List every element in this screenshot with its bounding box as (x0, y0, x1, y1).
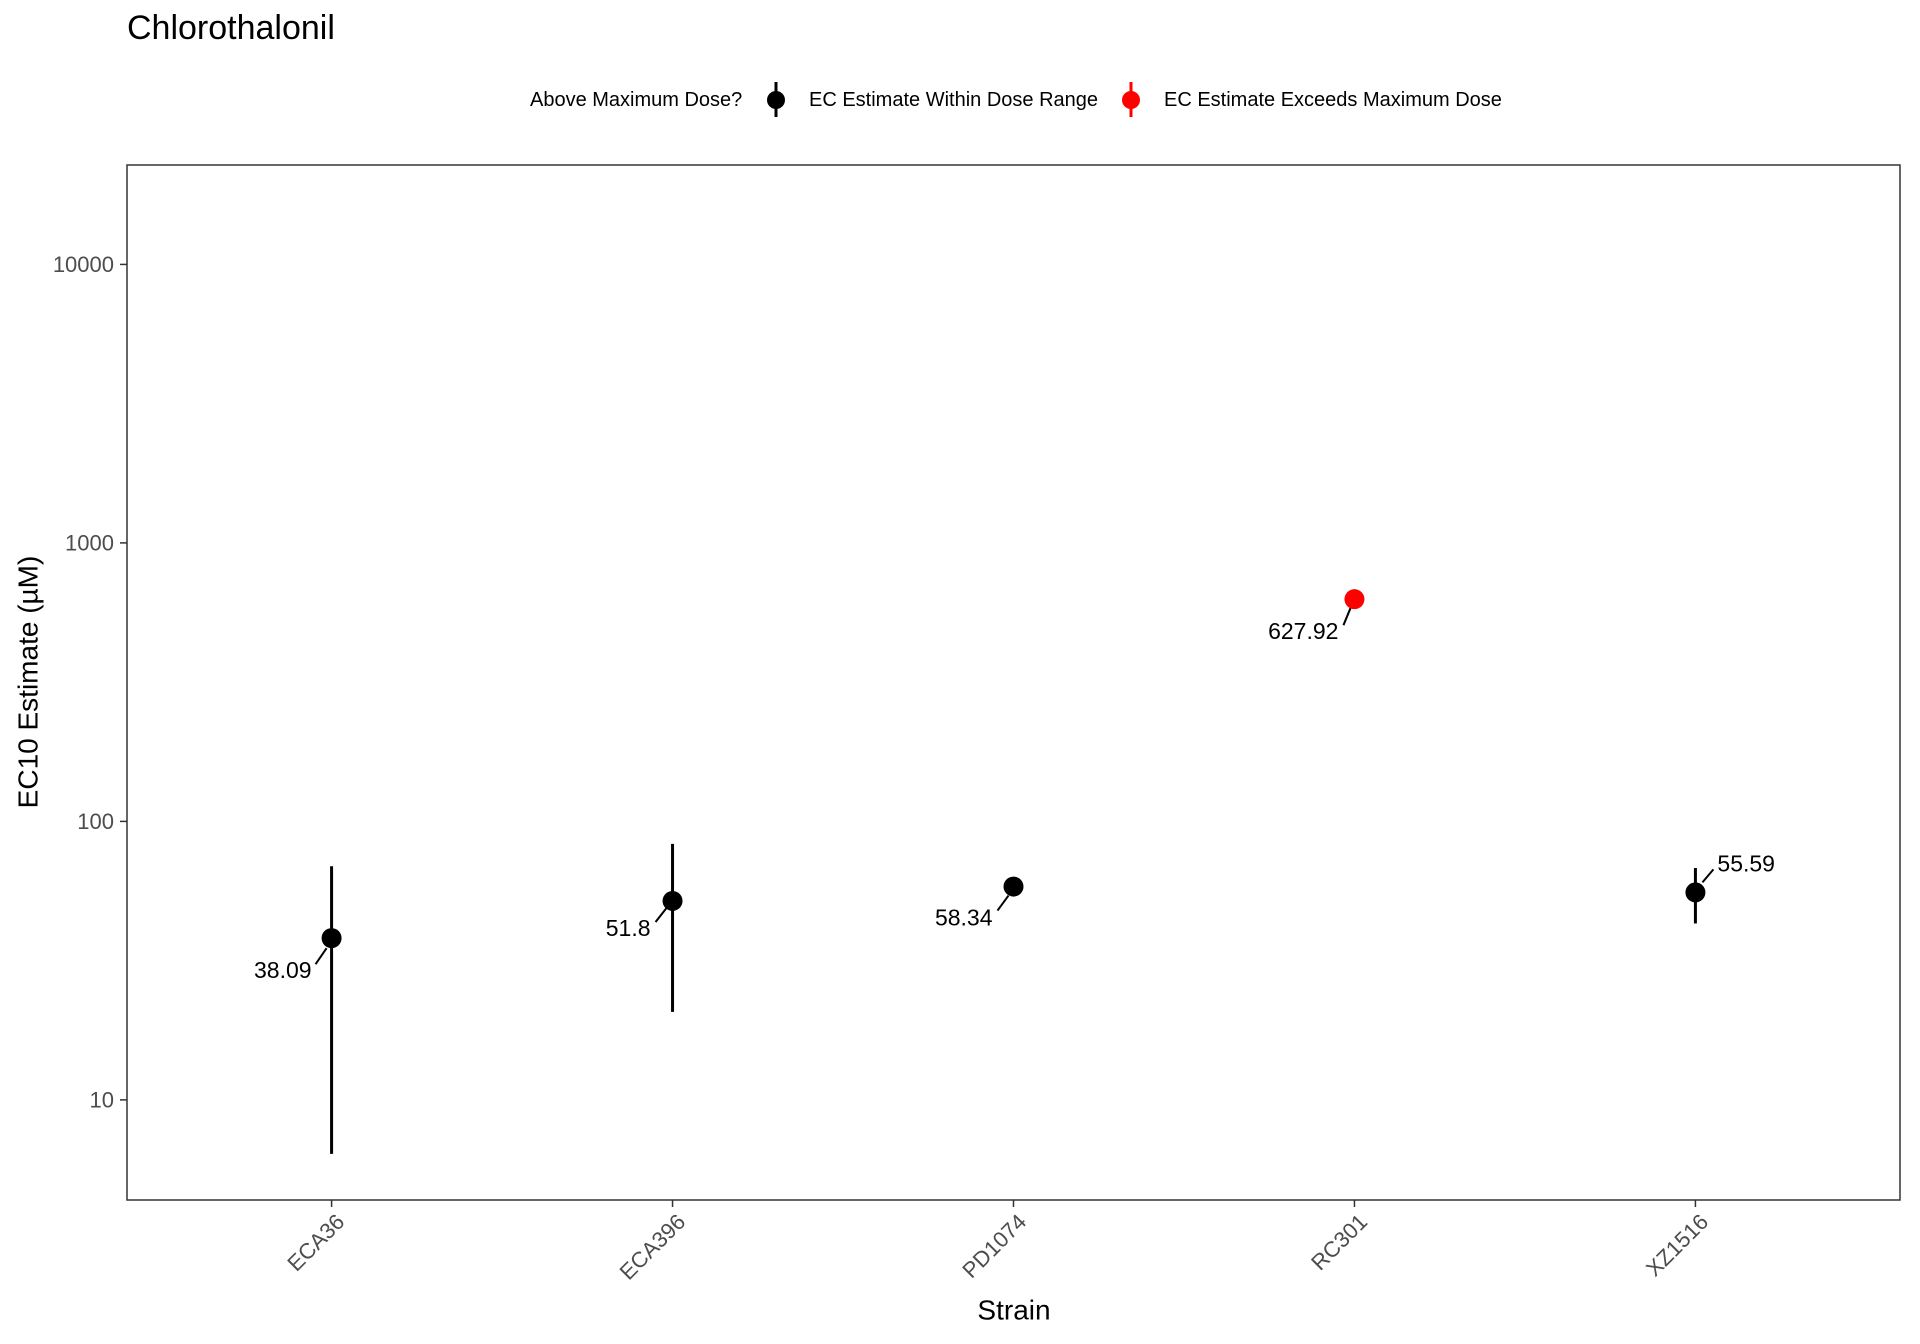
data-label: 38.09 (254, 957, 312, 983)
y-tick-label: 10 (90, 1087, 114, 1112)
data-point (662, 890, 683, 911)
legend-entry-label: EC Estimate Within Dose Range (809, 89, 1098, 111)
y-tick-label: 1000 (65, 530, 114, 555)
x-tick-label: ECA36 (282, 1209, 349, 1276)
data-label: 51.8 (606, 915, 651, 941)
x-tick-label: RC301 (1306, 1209, 1372, 1275)
legend-entry-exceeds-max: EC Estimate Exceeds Maximum Dose (1122, 82, 1502, 117)
data-label: 627.92 (1268, 618, 1338, 644)
data-point (1685, 882, 1706, 903)
marks-layer: 38.09 51.8 58.34 627.92 55.59 (254, 589, 1775, 1154)
legend-key-point (767, 91, 785, 109)
label-leader-line (1342, 607, 1352, 626)
data-label: 55.59 (1717, 850, 1775, 876)
label-leader-line (996, 894, 1010, 912)
x-tick-label: ECA396 (615, 1209, 691, 1285)
x-tick-label: XZ1516 (1641, 1209, 1713, 1281)
y-tick-label: 100 (77, 809, 114, 834)
data-label: 58.34 (935, 905, 993, 931)
data-point (1344, 589, 1365, 610)
x-tick-label: PD1074 (957, 1209, 1031, 1283)
label-leader-line (654, 907, 668, 923)
chart-title: Chlorothalonil (127, 9, 335, 47)
plot-panel-background (127, 165, 1900, 1200)
legend-entry-label: EC Estimate Exceeds Maximum Dose (1164, 89, 1502, 111)
legend-title: Above Maximum Dose? (530, 89, 742, 111)
plot-panel-border (126, 164, 1901, 1201)
label-leader-line (314, 947, 328, 965)
y-axis-title: EC10 Estimate (µM) (13, 556, 44, 809)
legend: Above Maximum Dose? EC Estimate Within D… (530, 82, 1502, 117)
legend-entry-within-range: EC Estimate Within Dose Range (767, 82, 1098, 117)
label-leader-line (1701, 868, 1715, 884)
x-axis-title: Strain (977, 1295, 1050, 1326)
y-tick-label: 10000 (53, 252, 114, 277)
data-point (321, 928, 342, 949)
legend-key-point (1122, 91, 1140, 109)
data-point (1003, 876, 1024, 897)
